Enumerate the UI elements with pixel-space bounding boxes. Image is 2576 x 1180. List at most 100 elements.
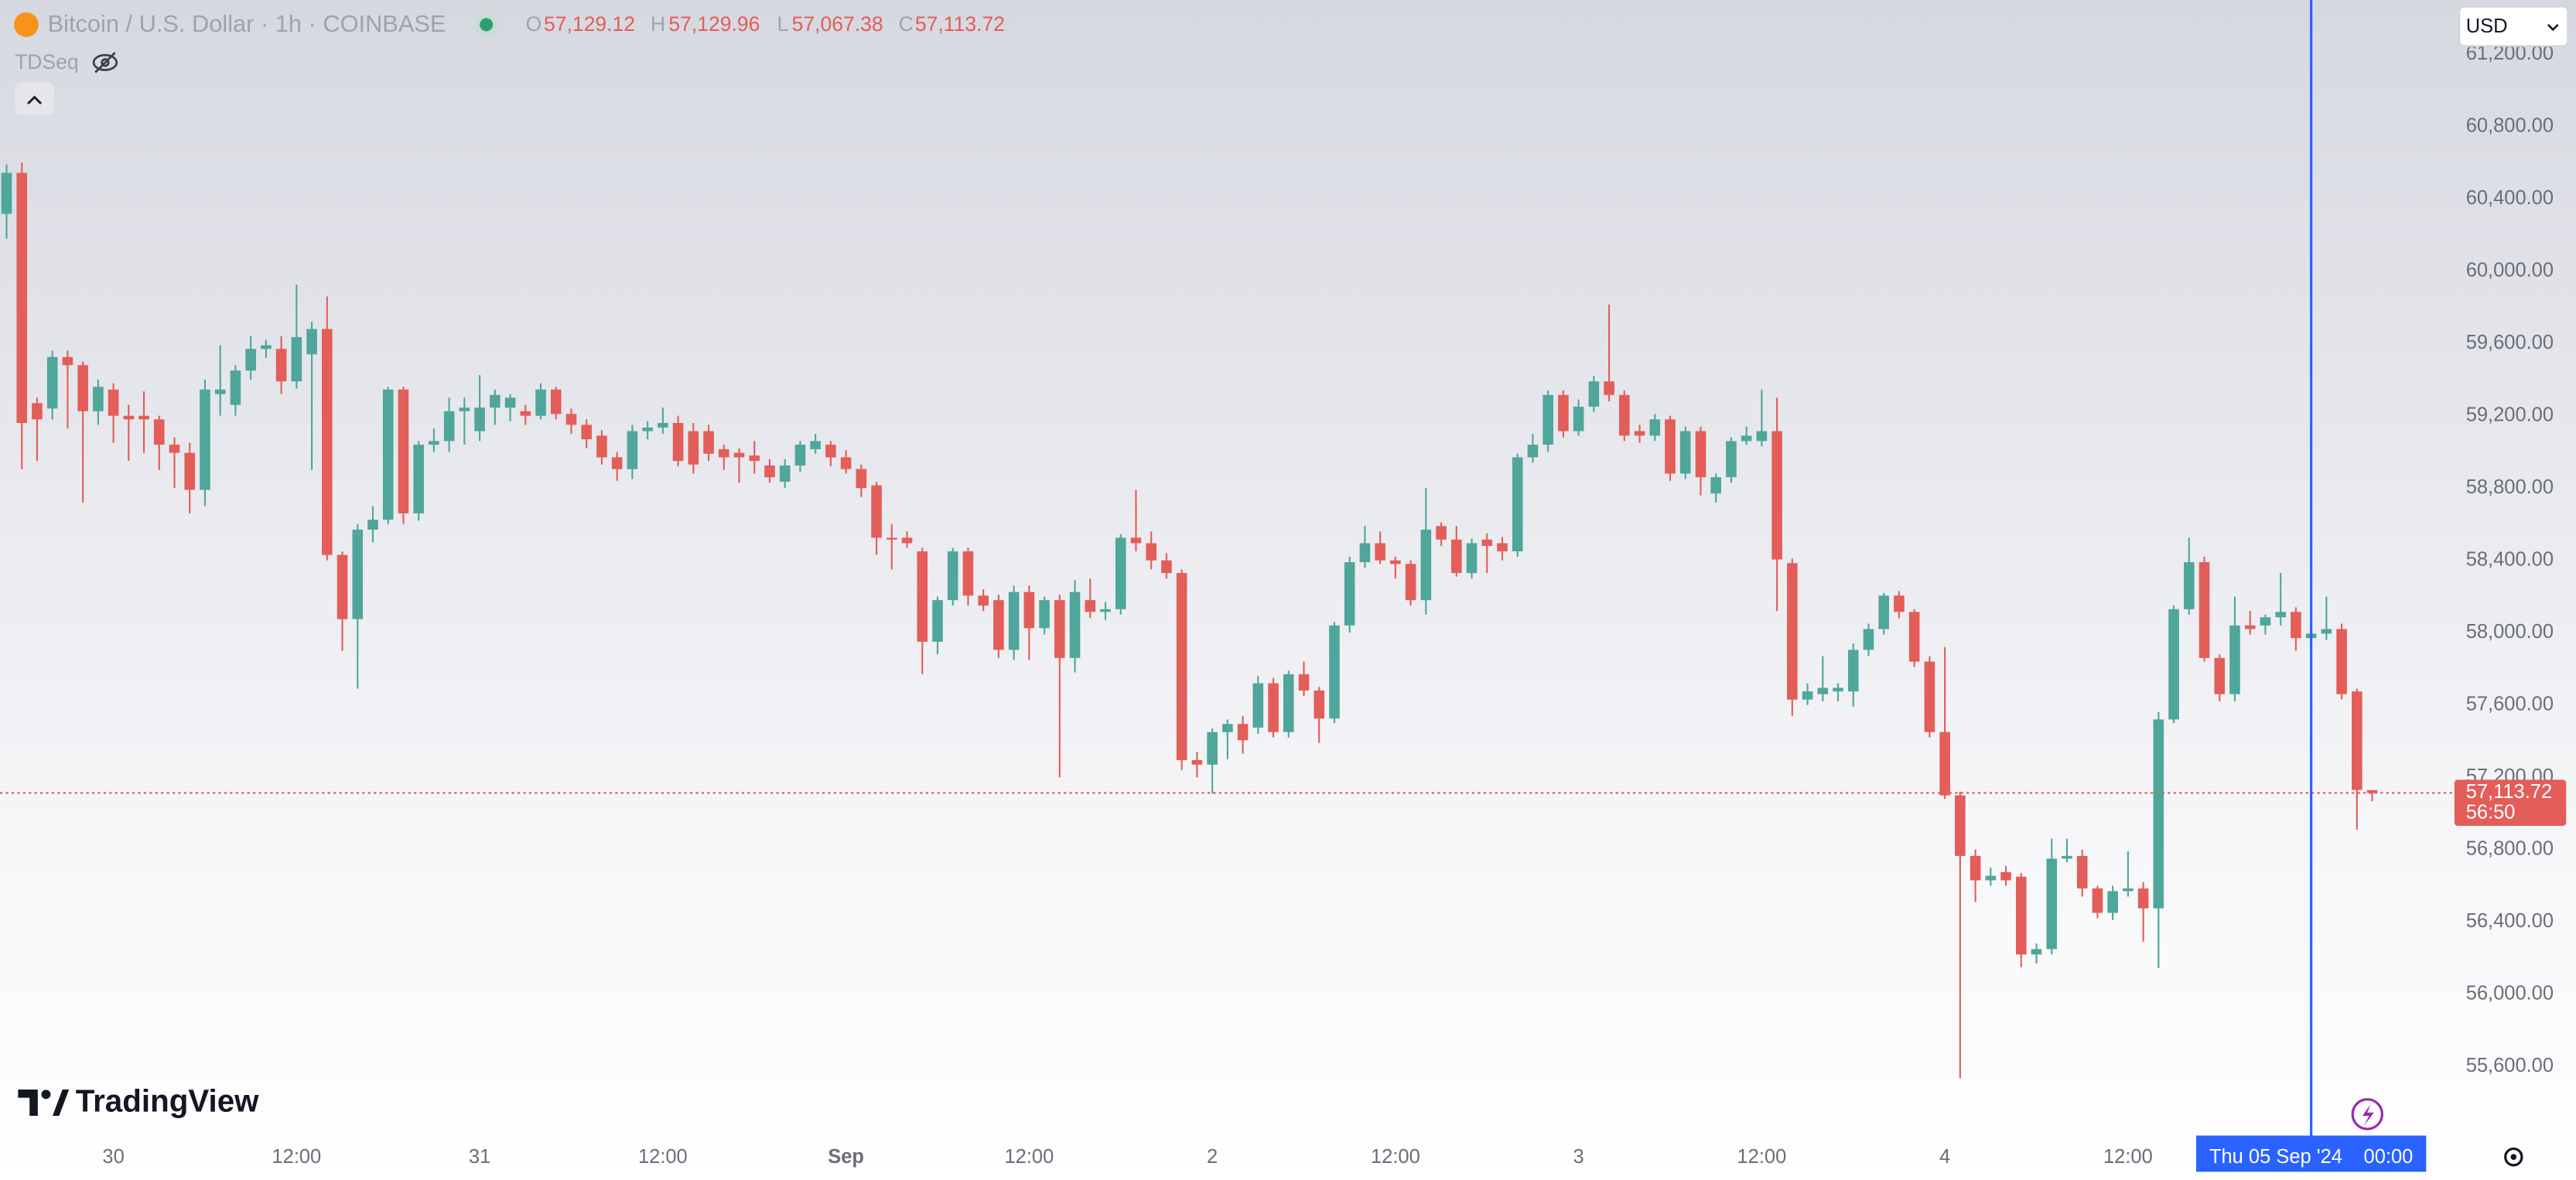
candle-body [1268,683,1279,732]
candle-body [581,425,593,440]
ohlc-key: O [526,12,542,36]
candle-body [1847,650,1859,692]
candle-body [459,408,470,411]
candle-body [535,389,546,416]
candle-body [779,465,791,482]
candle-body [1,172,12,214]
indicator-name[interactable]: TDSeq [15,50,79,73]
candle-body [2260,617,2271,626]
y-tick-label: 56,800.00 [2466,837,2554,859]
ohlc-value: 57,129.12 [544,12,635,36]
candle-body [1085,600,1096,612]
candle-body [1894,595,1905,612]
settings-button[interactable] [2504,1147,2523,1167]
candle-body [2046,858,2058,950]
ohlc-value: 57,067.38 [792,12,883,36]
candle-body [565,414,577,425]
candle-body [490,394,501,408]
candle-body [1802,691,1813,700]
candle-body [596,435,607,458]
candle-body [245,349,256,371]
candle-body [1237,724,1249,741]
x-tick-label: 12:00 [272,1146,321,1168]
candle-body [672,423,684,462]
candle-body [62,356,73,366]
candle-body [1100,609,1111,612]
y-tick-label: 55,600.00 [2466,1055,2554,1076]
candle-body [1543,394,1553,445]
currency-label: USD [2466,15,2508,37]
candle-body [413,445,424,513]
candle-body [1558,394,1569,431]
y-tick-label: 58,000.00 [2466,621,2554,643]
currency-select[interactable] [2458,5,2569,47]
candle-body [1665,419,1676,474]
candle-body [2184,562,2195,609]
ohlc-key: H [651,12,665,36]
candle-body [398,389,409,513]
candle-body [794,445,806,466]
candle-body [550,389,562,414]
collapse-caret [27,95,43,105]
candle-body [901,537,913,544]
candle-body [1817,687,1829,694]
candle-body [1405,564,1416,601]
x-tick-label: 3 [1573,1146,1584,1168]
candle-body [1726,441,1737,478]
x-tick-label: 31 [469,1146,490,1168]
x-tick-label: 12:00 [1371,1146,1420,1168]
candle-body [627,431,638,469]
x-tick-label: 2 [1207,1146,1218,1168]
candle-body [1054,600,1065,658]
symbol-title[interactable]: Bitcoin / U.S. Dollar · 1h · COINBASE [48,10,446,37]
y-tick-label: 59,600.00 [2466,332,2554,353]
candle-body [2366,790,2378,793]
candle-body [1023,592,1035,629]
candle-body [1527,445,1539,458]
candle-body [337,554,348,619]
candle-body [1359,543,1371,563]
candle-body [1604,381,1614,395]
candle-body [1069,592,1081,658]
y-tick-label: 58,800.00 [2466,476,2554,498]
candle-body [1939,732,1950,796]
candle-body [2123,888,2134,892]
candle-body [1833,687,1843,692]
candle-body [642,427,653,431]
candle-body [993,600,1004,650]
collapse-button[interactable] [15,82,55,115]
x-tick-label: 12:00 [638,1146,688,1168]
candle-body [2168,609,2179,720]
candle-body [1573,406,1584,431]
candle-body [1710,477,1721,494]
candle-body [2214,657,2226,694]
candle-body [2000,871,2011,881]
y-tick-label: 59,200.00 [2466,404,2554,425]
candle-body [1283,674,1294,732]
candle-body [153,419,165,445]
candle-body [1588,381,1600,407]
y-tick-label: 58,400.00 [2466,548,2554,570]
candle-body [688,431,699,465]
candle-body [184,452,196,490]
candle-body [138,415,149,420]
candle-body [291,336,302,382]
candle-body [261,345,272,350]
status-dot [480,18,494,32]
candle-body [1420,529,1432,601]
candle-body [1039,600,1050,629]
candle-body [367,520,378,530]
candle-body [1222,724,1233,732]
candle-body [871,485,882,538]
candle-body [1924,661,1935,732]
candle-body [1375,543,1385,561]
candle-body [2198,562,2210,658]
ohlc-value: 57,113.72 [915,12,1005,36]
candle-body [2076,855,2088,888]
hide-icon[interactable] [92,52,118,73]
candle-body [2229,625,2240,694]
candle-body [322,329,333,555]
candle-body [1695,431,1707,478]
candle-body [1207,732,1218,765]
